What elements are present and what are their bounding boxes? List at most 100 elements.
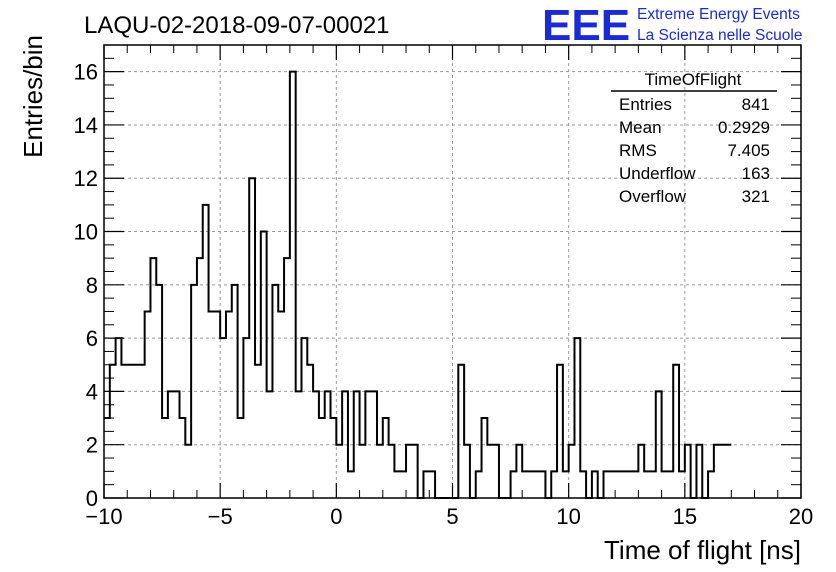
histogram-bin <box>400 471 406 498</box>
histogram-bin <box>290 72 296 498</box>
histogram-bin <box>394 471 400 498</box>
x-tick-label: −10 <box>85 504 122 529</box>
x-tick-labels: −10 −5 0 5 10 15 20 <box>85 504 813 529</box>
stats-label-rms: RMS <box>619 141 657 160</box>
histogram-bin <box>714 445 720 498</box>
stats-value-rms: 7.405 <box>727 141 770 160</box>
histogram-bin <box>458 365 464 498</box>
histogram-bin <box>621 471 627 498</box>
y-tick-label: 12 <box>74 166 98 191</box>
histogram-bin <box>209 311 215 498</box>
y-tick-label: 2 <box>86 433 98 458</box>
histogram-bin <box>522 471 528 498</box>
histogram-bin <box>145 311 151 498</box>
histogram-bin <box>255 365 261 498</box>
stats-value-overflow: 321 <box>742 187 770 206</box>
histogram-bin <box>261 232 267 498</box>
stats-label-underflow: Underflow <box>619 164 696 183</box>
histogram-series <box>104 70 732 499</box>
histogram-bin <box>180 418 186 498</box>
histogram-bin <box>336 445 342 498</box>
histogram-bin <box>406 445 412 498</box>
logo-mark: EEE <box>542 1 630 50</box>
histogram-bin <box>644 471 650 498</box>
histogram-bin <box>609 471 615 498</box>
grid <box>104 45 801 498</box>
histogram-bin <box>592 471 598 498</box>
histogram-bin <box>267 391 273 498</box>
histogram-bin <box>662 471 668 498</box>
histogram-bin <box>708 471 714 498</box>
histogram-bin <box>226 311 232 498</box>
histogram-bin <box>214 311 220 498</box>
histogram-bin <box>156 285 162 498</box>
histogram-bin <box>673 365 679 498</box>
histogram-bin <box>638 445 644 498</box>
histogram-bin <box>557 365 563 498</box>
histogram-bin <box>272 285 278 498</box>
histogram-bin <box>487 445 493 498</box>
x-axis-label: Time of flight [ns] <box>604 535 801 565</box>
y-tick-label: 4 <box>86 379 98 404</box>
histogram-bin <box>563 471 569 498</box>
histogram-bin <box>516 445 522 498</box>
histogram-bin <box>243 338 249 498</box>
logo-line-1: Extreme Energy Events <box>637 6 800 23</box>
histogram-bin <box>569 445 575 498</box>
histogram-bin <box>429 471 435 498</box>
histogram-bin <box>551 471 557 498</box>
x-tick-label: 0 <box>330 504 342 529</box>
chart-title: LAQU-02-2018-09-07-00021 <box>84 12 390 39</box>
histogram-outline <box>104 70 732 499</box>
histogram-bin <box>627 471 633 498</box>
histogram-bin <box>679 471 685 498</box>
eee-logo: EEE Extreme Energy Events La Scienza nel… <box>542 1 802 50</box>
histogram-bin <box>133 365 139 498</box>
x-tick-label: 20 <box>789 504 813 529</box>
histogram-bin <box>580 471 586 498</box>
stats-label-overflow: Overflow <box>619 187 687 206</box>
histogram-bin <box>377 445 383 498</box>
histogram-bin <box>476 471 482 498</box>
stats-label-mean: Mean <box>619 118 662 137</box>
histogram-bin <box>464 445 470 498</box>
histogram-bin <box>540 471 546 498</box>
histogram-bin <box>139 365 145 498</box>
y-tick-labels: 0 2 4 6 8 10 12 14 16 <box>74 60 98 511</box>
x-tick-label: 10 <box>556 504 580 529</box>
y-tick-label: 14 <box>74 113 98 138</box>
y-axis-label: Entries/bin <box>18 35 48 158</box>
histogram-bin <box>284 258 290 498</box>
histogram-bin <box>650 471 656 498</box>
histogram-bin <box>348 471 354 498</box>
histogram-bin <box>168 391 174 498</box>
histogram-bin <box>725 445 731 498</box>
histogram-bin <box>696 445 702 498</box>
histogram-bin <box>685 445 691 498</box>
histogram-bin <box>150 258 156 498</box>
histogram-bin <box>278 311 284 498</box>
histogram-bin <box>482 418 488 498</box>
histogram-bin <box>238 418 244 498</box>
histogram-bin <box>301 338 307 498</box>
histogram-bin <box>360 445 366 498</box>
histogram-bin <box>615 471 621 498</box>
y-tick-label: 10 <box>74 220 98 245</box>
histogram-bin <box>116 338 122 498</box>
stats-box-title: TimeOfFlight <box>645 70 742 89</box>
histogram-bin <box>121 365 127 498</box>
histogram-bin <box>389 445 395 498</box>
histogram-bin <box>197 258 203 498</box>
histogram-bin <box>720 445 726 498</box>
histogram-bin <box>365 391 371 498</box>
histogram-bin <box>534 471 540 498</box>
histogram-bin <box>354 391 360 498</box>
histogram-bin <box>185 445 191 498</box>
histogram-bin <box>423 471 429 498</box>
histogram-bin <box>342 391 348 498</box>
histogram-bin <box>528 471 534 498</box>
axis-ticks <box>103 44 802 499</box>
histogram-bin <box>371 391 377 498</box>
histogram-bin <box>574 338 580 498</box>
